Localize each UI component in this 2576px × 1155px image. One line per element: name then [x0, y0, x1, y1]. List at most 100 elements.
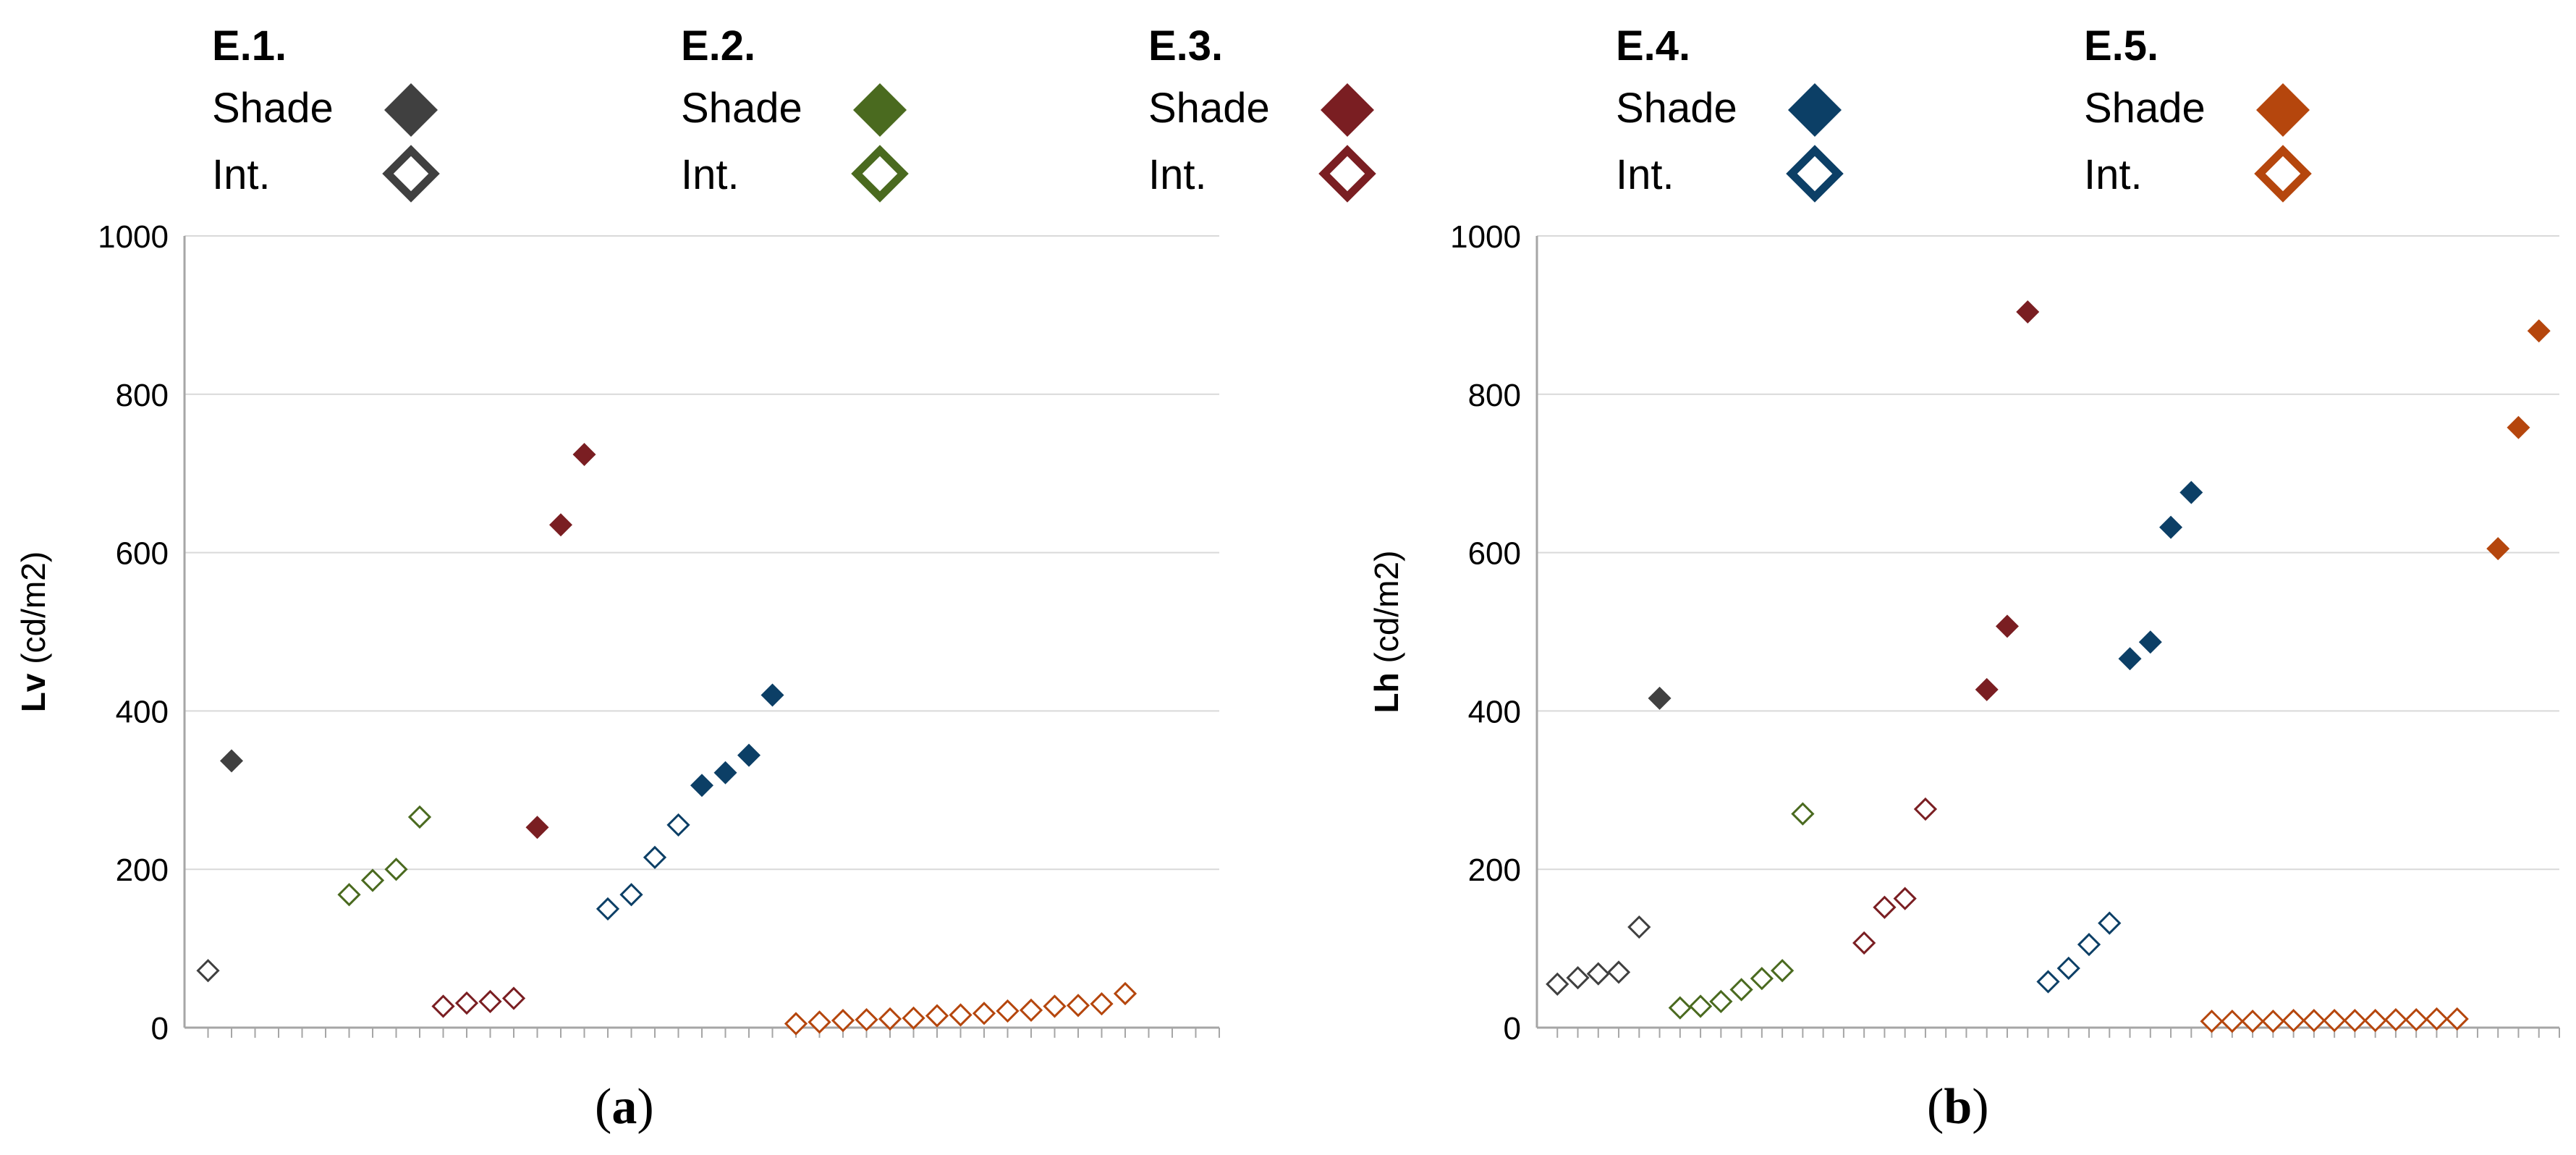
data-point-int	[596, 897, 620, 921]
legend-shade-label: Shade	[1148, 85, 1270, 132]
data-point-int	[2363, 1009, 2387, 1033]
data-point-int	[407, 805, 432, 829]
legend-shade-diamond-icon	[1321, 83, 1374, 137]
chart-panel-b: 0 200 400 600 800 1000 Lh (cd/m2)	[1368, 219, 2560, 1046]
legend-int-label: Int.	[681, 151, 740, 198]
data-point-shade	[1975, 677, 1999, 701]
data-point-int	[337, 883, 361, 907]
series-e4-open	[596, 813, 690, 921]
legend-shade-diamond-icon	[853, 83, 907, 137]
chart-panel-a: 0 200 400 600 800 1000 Lv (cd/m2)	[14, 219, 1220, 1046]
data-point-int	[1113, 981, 1137, 1006]
data-point-shade	[2527, 319, 2551, 343]
data-point-int	[1791, 802, 1815, 826]
data-point-shade	[737, 743, 760, 767]
data-point-int	[1668, 996, 1692, 1020]
data-point-int	[2261, 1010, 2285, 1033]
series-e3-open	[1852, 797, 1938, 955]
y-axis-label-quantity: Lv	[14, 673, 52, 712]
data-point-int	[2240, 1010, 2265, 1033]
data-point-int	[1750, 967, 1774, 991]
legend-group-e4: E.4. Shade Int.	[1616, 22, 1978, 210]
data-point-int	[784, 1012, 808, 1036]
data-point-int	[431, 994, 455, 1018]
data-point-int	[949, 1003, 973, 1027]
legend-int-diamond-icon	[382, 145, 440, 203]
data-point-int	[2077, 933, 2101, 957]
legend-shade-label: Shade	[2084, 85, 2206, 132]
data-point-int	[2302, 1009, 2326, 1033]
series-e5-open	[784, 981, 1137, 1036]
series-e1-solid	[220, 749, 243, 773]
legend-int-label: Int.	[1148, 151, 1207, 198]
data-point-shade	[760, 683, 784, 707]
data-point-int	[384, 858, 408, 881]
data-point-int	[996, 999, 1020, 1023]
data-point-int	[360, 868, 385, 892]
data-point-shade	[1648, 686, 1672, 710]
data-point-int	[2425, 1007, 2449, 1031]
legend-shade-label: Shade	[681, 85, 802, 132]
y-tick-label: 600	[1468, 536, 1521, 572]
legend-int-label: Int.	[212, 151, 271, 198]
legend-group-e3: E.3. Shade Int.	[1148, 22, 1510, 210]
legend-title: E.4.	[1616, 22, 1691, 69]
data-point-int	[2323, 1009, 2347, 1033]
y-tick-label: 600	[116, 536, 169, 572]
legend-shade-diamond-icon	[2256, 83, 2310, 137]
series-e2-open	[1668, 802, 1815, 1020]
data-point-int	[925, 1004, 949, 1028]
legend-group-e1: E.1. Shade Int.	[212, 22, 574, 210]
legend-int-diamond-icon	[2254, 145, 2312, 203]
series-e5-solid	[2486, 319, 2551, 561]
data-point-shade	[2507, 415, 2530, 439]
data-point-int	[1586, 962, 1610, 986]
y-tick-label: 200	[116, 852, 169, 888]
series-e1-open	[1546, 915, 1651, 996]
data-point-int	[1873, 895, 1897, 919]
data-point-int	[808, 1010, 831, 1034]
data-point-int	[1090, 992, 1114, 1016]
y-axis-label-unit: (cd/m2)	[1368, 551, 1405, 673]
panel-label-a: (a)	[595, 1079, 654, 1135]
data-point-int	[831, 1009, 855, 1033]
data-point-int	[1627, 915, 1651, 939]
data-point-shade	[549, 513, 572, 537]
legend-int-diamond-icon	[1318, 145, 1376, 203]
data-point-int	[1709, 989, 1733, 1014]
data-point-int	[2343, 1009, 2367, 1033]
legend: E.1. Shade Int. E.2. Shade Int. E.3. Sha…	[0, 0, 2576, 217]
data-point-shade	[525, 816, 549, 839]
y-tick-label: 0	[151, 1011, 169, 1046]
series-e5-open	[2200, 1007, 2469, 1033]
y-axis-label-unit: (cd/m2)	[14, 551, 52, 674]
y-tick-label: 400	[116, 694, 169, 729]
data-point-int	[1043, 994, 1067, 1018]
data-point-int	[1688, 994, 1713, 1018]
data-point-shade	[2179, 481, 2203, 504]
data-point-int	[2384, 1007, 2408, 1032]
data-point-int	[501, 986, 526, 1010]
legend-group-e2: E.2. Shade Int.	[681, 22, 1043, 210]
series-e2-open	[337, 805, 432, 907]
data-point-int	[878, 1007, 902, 1031]
series-e3-solid	[1975, 300, 2040, 701]
legend-group-e5: E.5. Shade Int.	[2084, 22, 2446, 210]
series-e1-open	[196, 959, 220, 983]
legend-title: E.5.	[2084, 22, 2159, 69]
legend-title: E.1.	[212, 22, 287, 69]
series-e1-solid	[1648, 686, 1672, 710]
y-tick-label: 200	[1468, 852, 1521, 888]
series-e3-open	[431, 986, 526, 1018]
y-tick-label: 800	[1468, 378, 1521, 413]
y-tick-label: 1000	[1450, 219, 1521, 255]
data-point-int	[2098, 911, 2122, 935]
data-point-int	[1770, 959, 1795, 983]
data-point-int	[619, 883, 643, 907]
data-point-int	[1729, 978, 1753, 1002]
series-e4-solid	[2118, 481, 2203, 671]
data-point-int	[1606, 960, 1631, 984]
y-tick-label: 800	[116, 378, 169, 413]
legend-shade-label: Shade	[212, 85, 334, 132]
